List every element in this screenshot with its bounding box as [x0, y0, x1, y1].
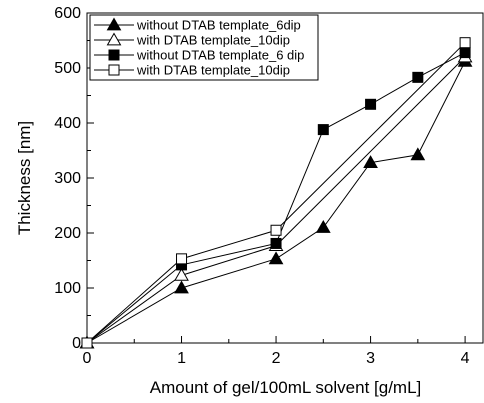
legend-item: without DTAB template_6 dip	[94, 48, 304, 63]
y-tick-label: 500	[54, 60, 81, 77]
y-axis-title: Thickness [nm]	[15, 121, 34, 235]
series-3	[81, 47, 471, 349]
data-point	[365, 98, 377, 110]
data-point	[459, 47, 471, 59]
y-tick-label: 0	[72, 335, 81, 352]
data-point	[176, 253, 188, 265]
legend-label: with DTAB template_10dip	[136, 33, 290, 48]
data-point	[270, 224, 282, 236]
series-1	[79, 53, 473, 349]
legend-box	[89, 14, 319, 81]
data-point	[459, 37, 471, 49]
legend-marker	[108, 64, 120, 76]
legend-label: without DTAB template_6 dip	[136, 48, 304, 63]
series-line	[86, 52, 466, 344]
x-tick-label: 1	[177, 350, 186, 367]
legend-item: with DTAB template_10dip	[94, 63, 290, 78]
data-point	[410, 147, 426, 161]
series-layer	[79, 37, 473, 349]
data-point	[81, 337, 93, 349]
x-tick-label: 3	[366, 350, 375, 367]
data-point	[270, 237, 282, 249]
data-point	[412, 71, 424, 83]
data-point	[363, 155, 378, 168]
y-tick-label: 300	[54, 170, 81, 187]
series-line	[86, 42, 466, 344]
x-tick-label: 4	[461, 350, 470, 367]
legend-marker	[106, 17, 122, 31]
y-tick-label: 200	[54, 225, 81, 242]
y-tick-label: 400	[54, 115, 81, 132]
data-point	[315, 219, 331, 233]
x-axis-title: Amount of gel/100mL solvent [g/mL]	[150, 378, 422, 397]
x-tick-label: 0	[83, 350, 92, 367]
legend-item: with DTAB template_10dip	[94, 32, 290, 48]
data-point	[268, 251, 284, 265]
legend-marker	[108, 49, 120, 61]
series-4	[81, 37, 471, 349]
legend-label: with DTAB template_10dip	[136, 63, 290, 78]
legend-marker	[106, 32, 122, 46]
series-line	[86, 56, 466, 344]
series-line	[86, 61, 466, 344]
data-point	[174, 280, 189, 294]
legend-item: without DTAB template_6dip	[94, 17, 301, 33]
y-tick-label: 600	[54, 5, 81, 22]
data-point	[174, 267, 189, 281]
x-tick-label: 2	[272, 350, 281, 367]
data-point	[317, 124, 329, 136]
legend-label: without DTAB template_6dip	[136, 18, 301, 33]
y-tick-label: 100	[54, 280, 81, 297]
